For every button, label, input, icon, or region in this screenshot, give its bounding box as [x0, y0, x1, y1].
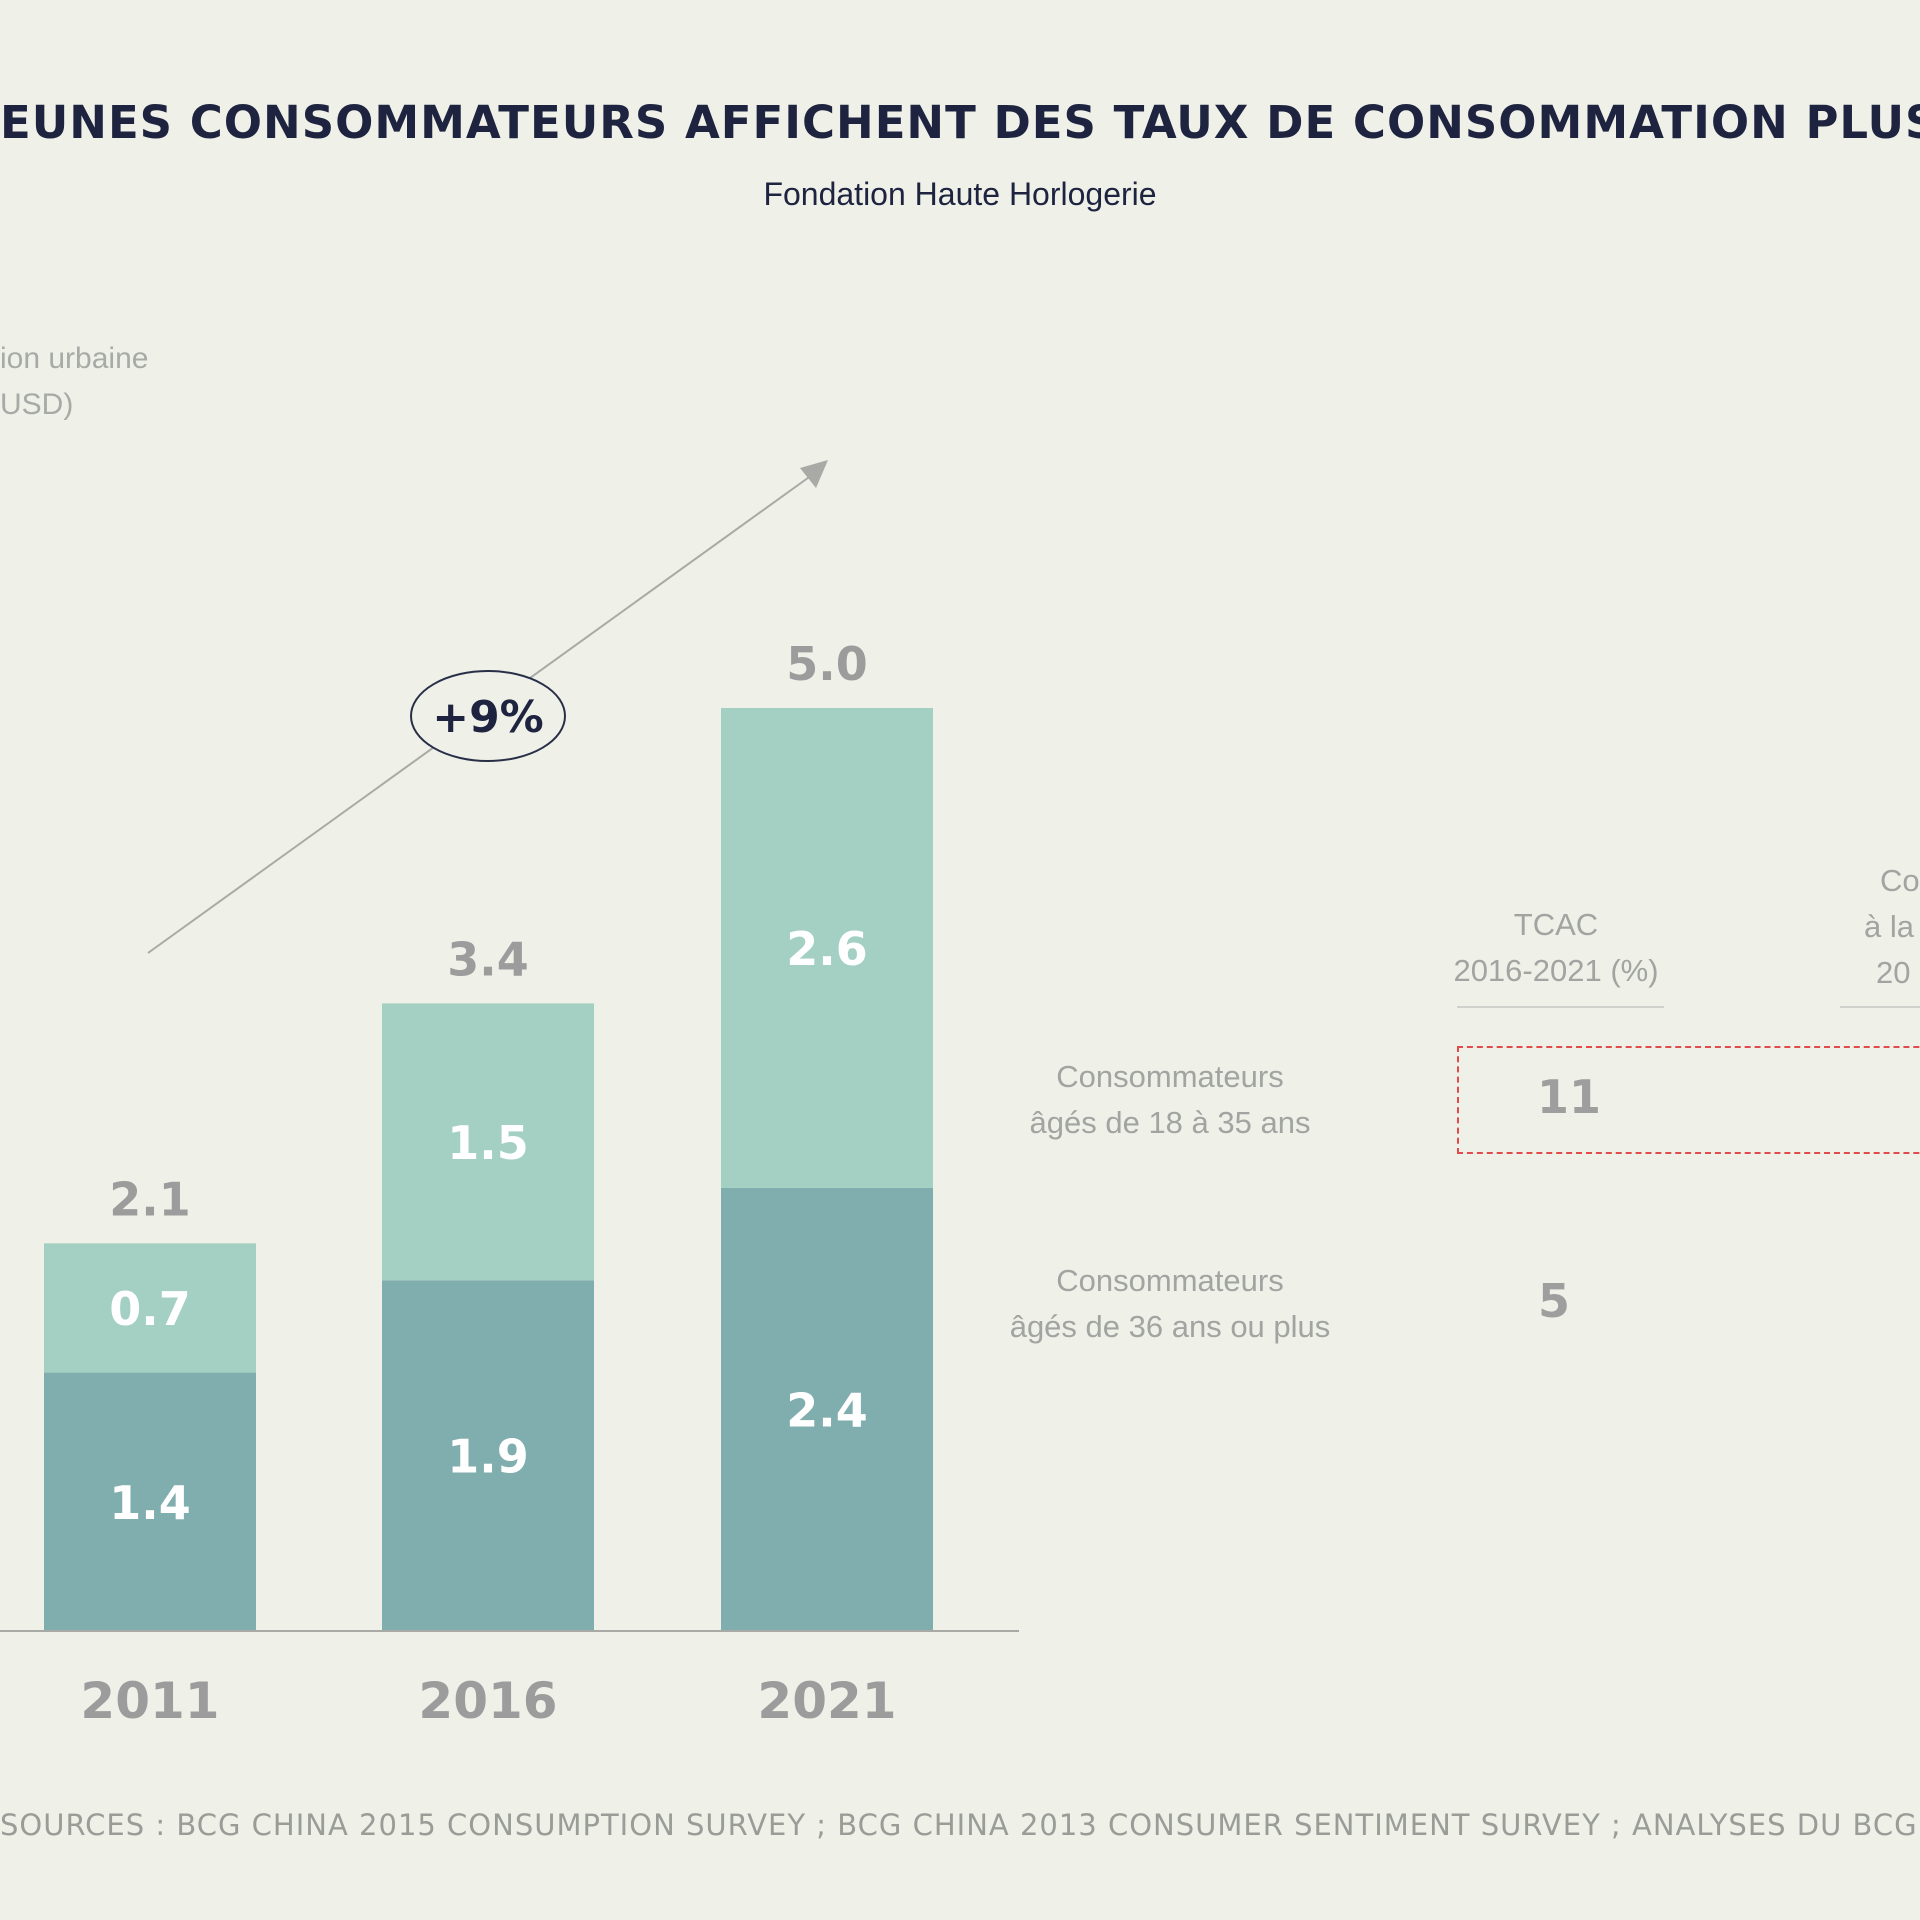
bar-segment-2021-1 [721, 708, 933, 1188]
row-label-young: Consommateurs âgés de 18 à 35 ans [965, 1054, 1375, 1146]
y-axis-label-line2: USD) [0, 388, 74, 421]
total-label-2011: 2.1 [109, 1172, 191, 1226]
bar-segment-2016-1 [382, 1003, 594, 1281]
row-label-young-line1: Consommateurs [1056, 1059, 1284, 1094]
chart-title: EUNES CONSOMMATEURS AFFICHENT DES TAUX D… [0, 96, 1920, 149]
cagr-badge [410, 670, 566, 762]
total-label-2016: 3.4 [447, 932, 529, 986]
row-label-older-line2: âgés de 36 ans ou plus [1009, 1309, 1331, 1344]
bar-segment-2011-0 [44, 1372, 256, 1631]
col-header-2-line3: 20 [1876, 955, 1911, 990]
total-label-2021: 5.0 [786, 637, 868, 691]
segment-label-2021-0: 2.4 [786, 1383, 868, 1437]
row-label-older: Consommateurs âgés de 36 ans ou plus [965, 1258, 1375, 1350]
col-header-cagr-rule [1457, 1006, 1664, 1008]
y-axis-label: ion urbaine USD) [0, 336, 148, 428]
x-tick-label-2016: 2016 [418, 1672, 557, 1730]
col-header-2-line2: à la [1864, 909, 1914, 944]
segment-label-2016-1: 1.5 [447, 1116, 529, 1170]
segment-label-2011-1: 0.7 [109, 1282, 191, 1336]
bar-segment-2016-0 [382, 1280, 594, 1631]
col-header-cagr: TCAC 2016-2021 (%) [1446, 902, 1666, 994]
row-value-older: 5 [1538, 1274, 1571, 1328]
segment-label-2021-1: 2.6 [786, 922, 868, 976]
col-header-cagr-line1: TCAC [1513, 907, 1599, 942]
sources-note: SOURCES : BCG CHINA 2015 CONSUMPTION SUR… [0, 1808, 1918, 1842]
highlight-box [1457, 1046, 1920, 1154]
chart-subtitle: Fondation Haute Horlogerie [763, 176, 1157, 212]
row-label-older-line1: Consommateurs [1056, 1263, 1284, 1298]
col-header-2: Co à la 20 [1850, 858, 1920, 996]
col-header-2-line1: Co [1880, 863, 1920, 898]
bars-group: 1.4 0.7 2.1 2011 1.9 1.5 3.4 2016 2.4 2.6 5.0 2021 [44, 637, 933, 1730]
segment-label-2011-0: 1.4 [109, 1476, 191, 1530]
x-tick-label-2011: 2011 [80, 1672, 219, 1730]
row-label-young-line2: âgés de 18 à 35 ans [1029, 1105, 1311, 1140]
row-value-young: 11 [1537, 1070, 1602, 1124]
x-tick-label-2021: 2021 [757, 1672, 896, 1730]
cagr-label: +9% [432, 692, 544, 743]
bar-segment-2011-1 [44, 1243, 256, 1373]
cagr-arrow-head [800, 460, 828, 488]
col-header-2-rule [1840, 1006, 1920, 1008]
bar-segment-2021-0 [721, 1187, 933, 1631]
col-header-cagr-line2: 2016-2021 (%) [1453, 953, 1659, 988]
y-axis-label-line1: ion urbaine [0, 342, 149, 375]
segment-label-2016-0: 1.9 [447, 1430, 529, 1484]
